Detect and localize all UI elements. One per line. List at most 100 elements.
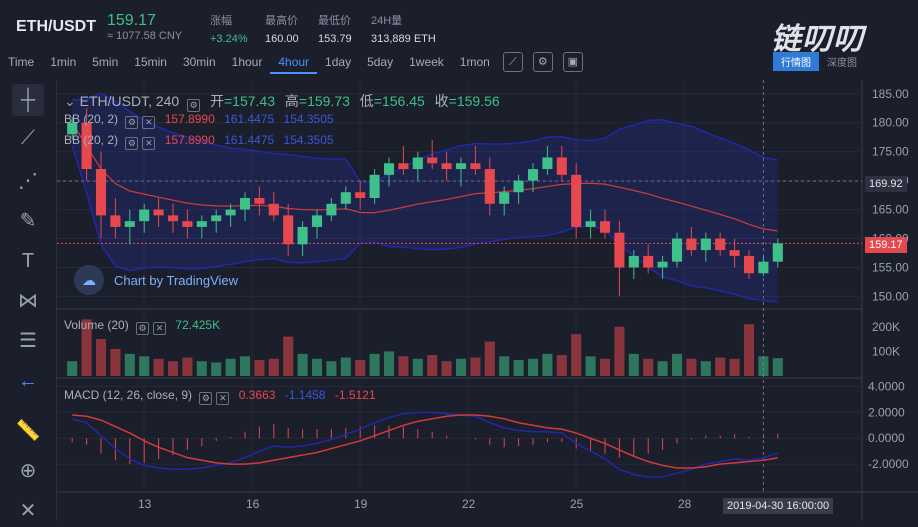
timeframe-5day[interactable]: 5day <box>367 55 394 69</box>
timeframe-time[interactable]: Time <box>8 55 35 69</box>
crosshair-icon[interactable]: ┼ <box>12 84 44 116</box>
trendline-icon[interactable]: ⟋ <box>21 127 35 149</box>
volume-bar <box>326 361 337 376</box>
volume-bar <box>297 353 308 376</box>
volume-bar <box>743 324 755 376</box>
candle-body <box>484 169 495 204</box>
volume-bar <box>470 357 481 376</box>
volume-bar <box>124 353 135 376</box>
legend-settings-icon[interactable]: ⚙ <box>187 99 201 112</box>
macd-close-icon[interactable]: ✕ <box>216 392 230 405</box>
candle-body <box>254 198 265 204</box>
tradingview-badge[interactable]: ☁ Chart by TradingView <box>74 265 238 295</box>
candle-body <box>311 215 323 227</box>
volume-bar <box>513 360 524 376</box>
volume-bar <box>95 339 107 376</box>
volume-bar <box>369 353 380 376</box>
macd-settings-icon[interactable]: ⚙ <box>199 392 213 405</box>
timeframe-15min[interactable]: 15min <box>134 55 167 69</box>
zoom-in-icon[interactable]: ⊕ <box>19 460 37 482</box>
volume-bar <box>441 361 452 376</box>
candle-body <box>599 221 611 233</box>
drawing-toolbar: ┼ ⟋ ⋰ ✎ T ⋈ ☰ ← 📏 ⊕ ✕ <box>0 80 57 522</box>
volume-bar <box>542 353 553 376</box>
candle-body <box>441 163 452 170</box>
vol-close-icon[interactable]: ✕ <box>153 322 167 335</box>
price-tick-label: 180.00 <box>872 116 909 130</box>
candle-body <box>383 163 395 175</box>
timeframe-5min[interactable]: 5min <box>92 55 119 69</box>
tab-depth[interactable]: 深度图 <box>827 58 857 69</box>
stat-change: 涨幅 +3.24% <box>210 15 248 45</box>
candle-body <box>196 221 207 227</box>
volume-bar <box>700 361 711 376</box>
last-price-tag: 159.17 <box>865 237 907 253</box>
main-legend: ⌄ ETH/USDT, 240 ⚙ 开=157.43 高=159.73 低=15… <box>64 93 500 112</box>
ruler-icon[interactable]: 📏 <box>15 420 41 442</box>
volume-bar <box>398 356 409 376</box>
bb-fill <box>72 93 778 302</box>
timeframe-1hour[interactable]: 1hour <box>231 55 263 69</box>
volume-bar <box>355 360 366 376</box>
candle-body <box>239 198 251 210</box>
volume-bar <box>643 358 654 376</box>
vol-settings-icon[interactable]: ⚙ <box>136 322 150 335</box>
fib-tool-icon[interactable]: ⋰ <box>18 170 38 192</box>
bb1-settings-icon[interactable]: ⚙ <box>125 116 139 129</box>
macd-tick-label: 0.0000 <box>868 431 905 445</box>
back-arrow-icon[interactable]: ← <box>18 370 38 392</box>
bb-legend-2: BB (20, 2) ⚙ ✕ 157.8990 161.4475 154.3505 <box>64 133 334 150</box>
text-tool-icon[interactable]: T <box>21 250 35 272</box>
bb2-settings-icon[interactable]: ⚙ <box>125 137 139 150</box>
volume-bar <box>153 358 164 376</box>
timeframe-1week[interactable]: 1week <box>409 55 444 69</box>
macd-legend: MACD (12, 26, close, 9) ⚙ ✕ 0.3663 -1.145… <box>64 388 376 405</box>
candle-body <box>153 209 164 216</box>
timeframe-4hour[interactable]: 4hour <box>270 50 318 74</box>
timeframe-1day[interactable]: 1day <box>325 55 352 69</box>
settings-icon[interactable]: ⚙ <box>532 52 553 72</box>
bb2-close-icon[interactable]: ✕ <box>142 137 156 150</box>
volume-bar <box>254 360 265 376</box>
bb-legend-1: BB (20, 2) ⚙ ✕ 157.8990 161.4475 154.3505 <box>64 112 334 129</box>
volume-bar <box>182 357 193 376</box>
chart-type-icon[interactable]: ⟋ <box>502 52 523 72</box>
price-tick-label: 185.00 <box>872 87 909 101</box>
measure-lines-icon[interactable]: ☰ <box>19 330 37 352</box>
market-header: ETH/USDT 159.17 ≈ 1077.58 CNY 涨幅 +3.24% 最… <box>0 0 918 71</box>
candle-body <box>671 238 683 262</box>
close-icon[interactable]: ✕ <box>19 500 37 522</box>
macd-signal-line <box>72 414 778 469</box>
time-tick-label: 25 <box>570 497 584 511</box>
bb-lower-line <box>71 145 778 303</box>
candle-body <box>398 163 409 170</box>
volume-bar <box>772 358 783 376</box>
candle-body <box>657 261 668 268</box>
fullscreen-icon[interactable]: ▣ <box>562 52 583 72</box>
tradingview-logo-icon: ☁ <box>74 265 104 295</box>
candle-body <box>614 232 625 268</box>
pattern-tool-icon[interactable]: ⋈ <box>18 290 38 312</box>
volume-bar <box>484 341 495 376</box>
candle-body <box>571 174 582 227</box>
candle-body <box>470 163 481 170</box>
volume-bar <box>455 358 467 376</box>
volume-bar <box>211 362 222 376</box>
volume-bar <box>527 358 539 376</box>
timeframe-30min[interactable]: 30min <box>182 55 216 69</box>
brand-logo: 链叨叨 <box>771 23 864 56</box>
candle-body <box>182 221 193 227</box>
timeframe-1mon[interactable]: 1mon <box>459 55 490 69</box>
candle-body <box>499 192 510 204</box>
bb1-close-icon[interactable]: ✕ <box>142 116 156 129</box>
stat-volume: 24H量 313,889 ETH <box>371 15 436 45</box>
bb-upper-line <box>72 92 778 185</box>
stat-high: 最高价 160.00 <box>265 15 299 45</box>
volume-bar <box>81 319 92 376</box>
candle-body <box>211 215 222 222</box>
timeframe-1min[interactable]: 1min <box>50 55 77 69</box>
volume-bar <box>628 353 639 376</box>
volume-bar <box>614 326 625 376</box>
tab-kline[interactable]: 行情图 <box>773 52 819 71</box>
brush-icon[interactable]: ✎ <box>19 210 37 232</box>
